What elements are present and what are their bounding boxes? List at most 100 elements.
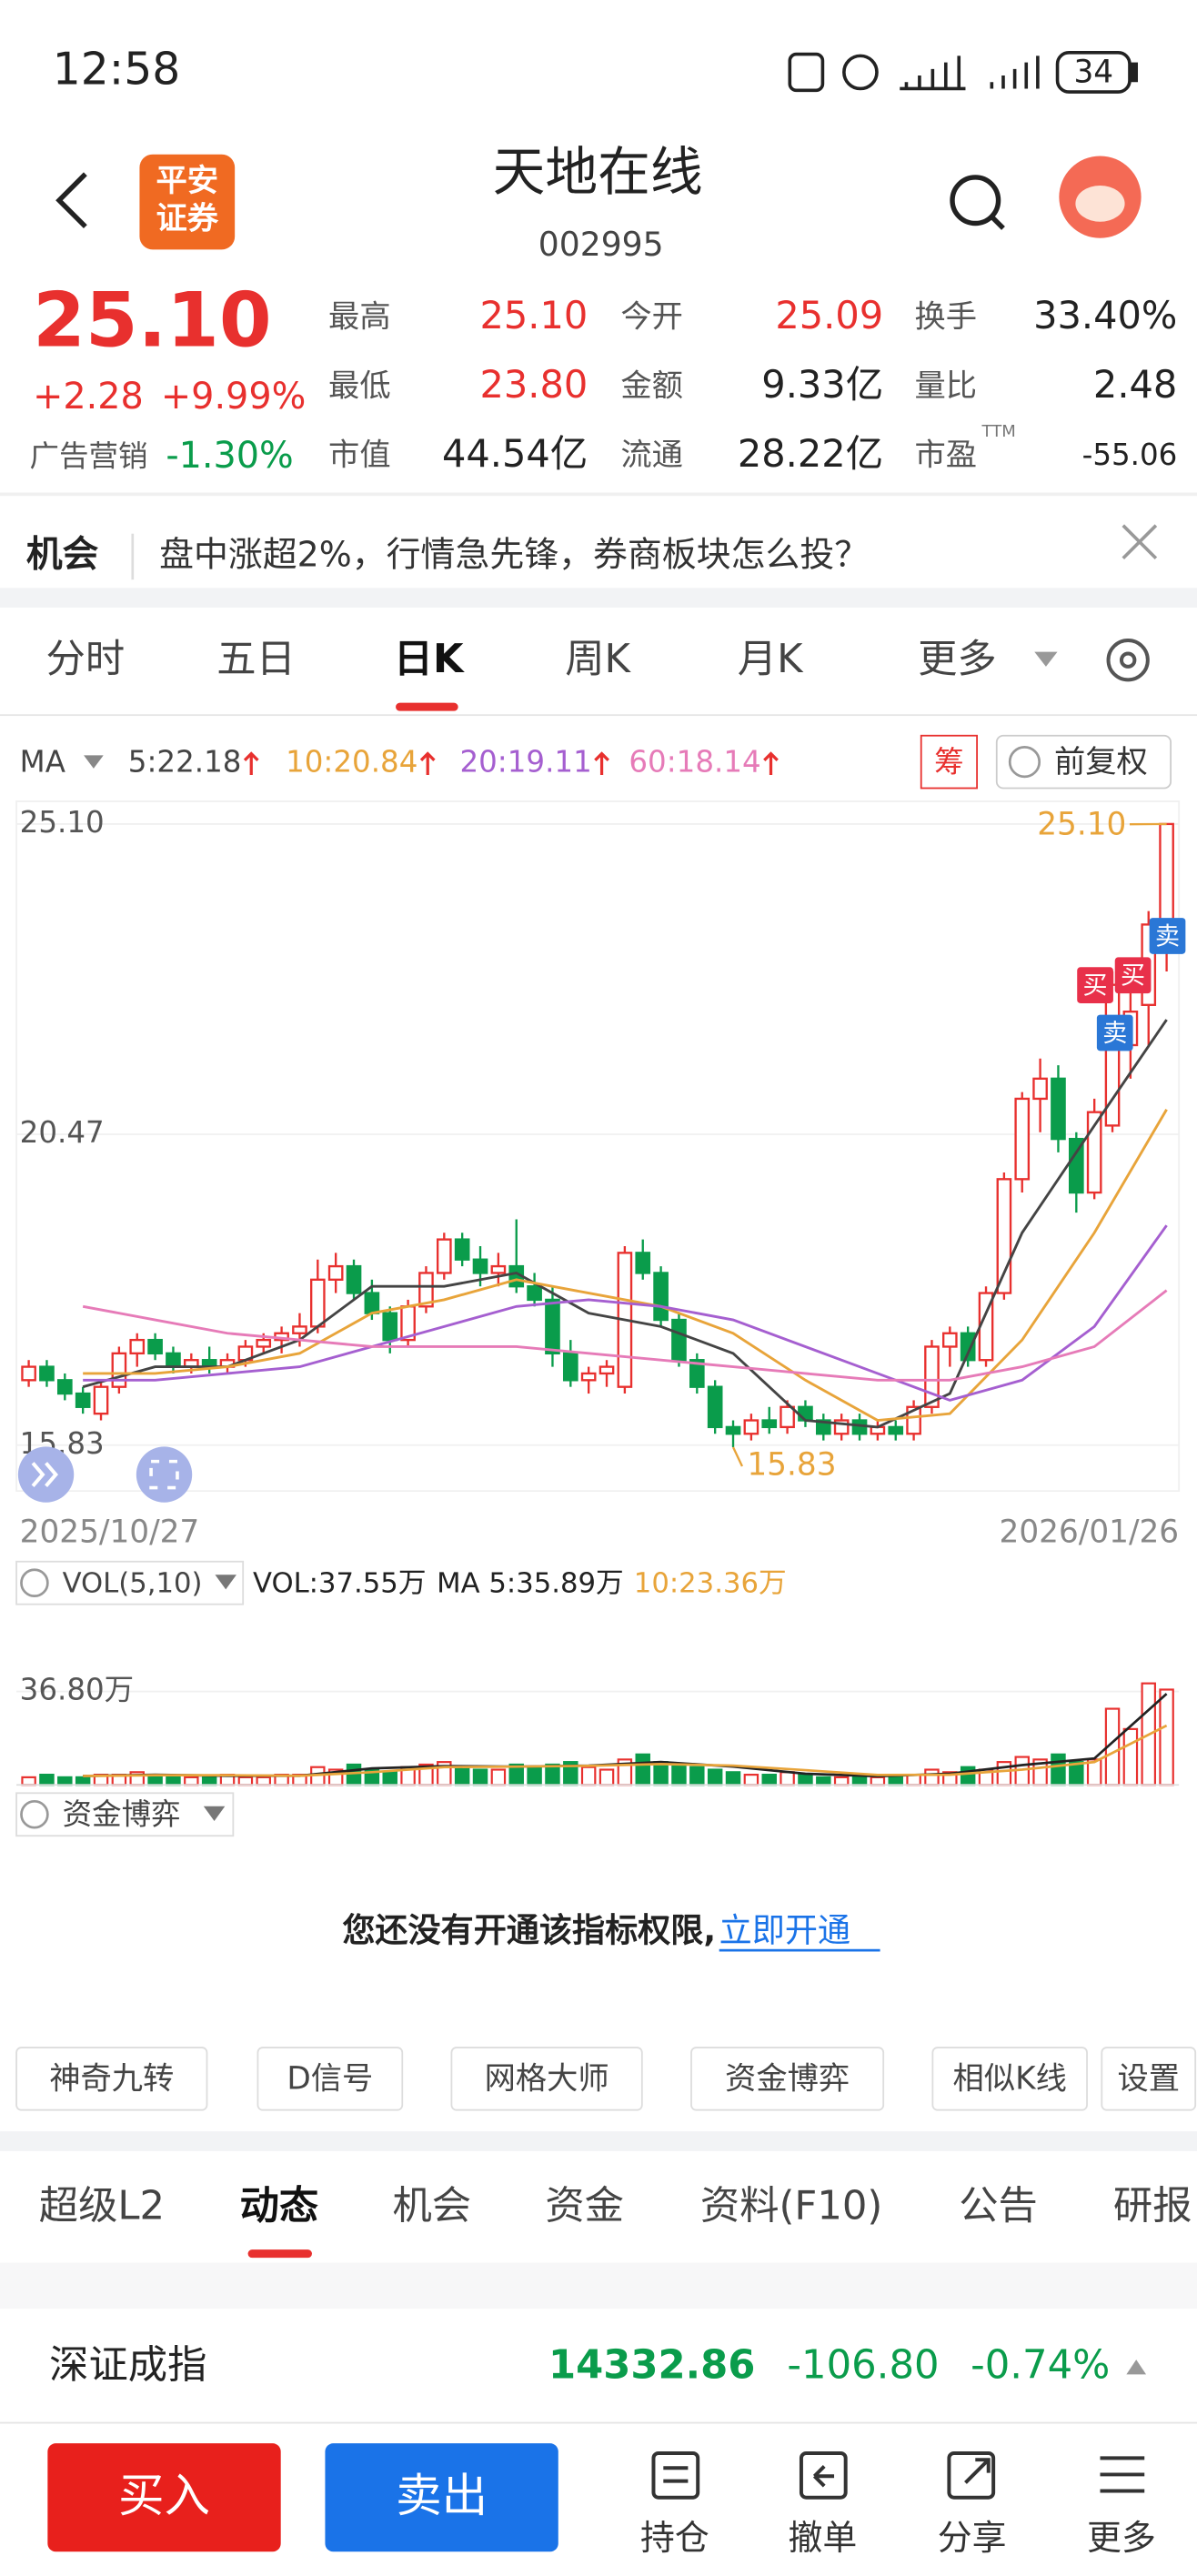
sell-button[interactable] [325, 2443, 558, 2552]
back-button[interactable] [55, 172, 87, 229]
candle-body [292, 1325, 307, 1334]
ma-value: 5:22.18 [128, 744, 242, 779]
divider [0, 714, 1197, 717]
news-text[interactable]: 盘中涨超2%，行情急先锋，券商板块怎么投？ [159, 534, 869, 574]
assistant-avatar[interactable] [1059, 156, 1142, 238]
info-tab[interactable]: 超级L2 [39, 2183, 165, 2229]
candle-body [490, 1264, 507, 1274]
tool-label: 资金博弈 [725, 2061, 850, 2098]
period-tab[interactable]: 月K [738, 637, 804, 682]
volume-bar [346, 1763, 362, 1786]
buy-button[interactable] [47, 2443, 281, 2552]
candle-body [129, 1338, 146, 1355]
candle-body [815, 1419, 831, 1435]
tab-indicator [247, 2249, 312, 2259]
volume-bar [725, 1771, 741, 1786]
action-label[interactable]: 持仓 [640, 2518, 709, 2558]
up-arrow [243, 751, 259, 776]
candle-body [1051, 1077, 1066, 1141]
logo-text: 平安 [156, 163, 219, 199]
sector[interactable]: 广告营销 [29, 439, 147, 474]
trade-marker[interactable] [1077, 967, 1113, 1003]
period-tab[interactable]: 分时 [46, 637, 126, 682]
action-label[interactable]: 撤单 [789, 2518, 858, 2558]
battery: 34 [1073, 55, 1113, 91]
vol-selector[interactable] [15, 1560, 245, 1605]
candle-body [545, 1298, 560, 1355]
y-tick-label: 25.10 [20, 805, 105, 840]
period-tabs: 分时 五日 日K 周K 月K 更多 [46, 637, 997, 682]
candle-body [598, 1365, 615, 1375]
candle-body [798, 1405, 813, 1422]
candle-body [1159, 822, 1174, 926]
candle-body [707, 1385, 723, 1429]
candle-body [761, 1419, 778, 1429]
tool-button[interactable] [690, 2047, 885, 2111]
settings-button[interactable] [1106, 639, 1150, 682]
vol-legend: VOL(5,10) [63, 1568, 203, 1600]
volume-bar [527, 1766, 542, 1786]
info-tab[interactable]: 研报 [1113, 2183, 1192, 2229]
divider [0, 2131, 1197, 2151]
indicator-selector[interactable] [15, 1792, 235, 1837]
trade-marker[interactable] [1096, 1014, 1133, 1052]
tool-buttons: 神奇九转 D信号 网格大师 资金博弈 相似K线 设置 [15, 2047, 1197, 2111]
close-news[interactable] [1122, 524, 1158, 560]
search-button[interactable] [950, 175, 1005, 230]
candle-body [166, 1352, 181, 1368]
adjust-button[interactable] [995, 734, 1172, 790]
stock-code: 002995 [538, 225, 664, 264]
candle-body [93, 1385, 109, 1415]
ma-label[interactable]: MA [20, 744, 65, 779]
tool-button[interactable] [15, 2047, 208, 2111]
price: 25.10 [33, 276, 272, 364]
volume-bar [671, 1763, 687, 1786]
tool-button[interactable] [931, 2047, 1088, 2111]
field-value: 9.33亿 [761, 362, 883, 407]
tool-button[interactable] [450, 2047, 643, 2111]
volume-bar [545, 1763, 560, 1786]
period-tab[interactable]: 日K [394, 637, 465, 682]
candle-body [21, 1365, 36, 1382]
trade-marker[interactable] [1114, 957, 1152, 994]
unlock-link[interactable]: 立即开通 [719, 1911, 850, 1950]
tool-button[interactable] [1101, 2047, 1197, 2111]
info-tab[interactable]: 资金 [545, 2183, 624, 2229]
info-tab[interactable]: 资料(F10) [700, 2183, 882, 2229]
period-tab[interactable]: 更多 [918, 637, 997, 682]
min-label: 15.83 [747, 1447, 836, 1484]
up-arrow [419, 751, 436, 776]
ma-dropdown[interactable] [84, 755, 104, 769]
more-arrow[interactable] [1034, 651, 1058, 667]
period-tab[interactable]: 周K [565, 637, 631, 682]
period-tab[interactable]: 五日 [216, 637, 296, 682]
trade-marker[interactable] [1149, 918, 1186, 954]
divider [0, 492, 1197, 497]
indicator-dropdown[interactable] [203, 1806, 226, 1821]
chips-button[interactable] [920, 734, 979, 790]
date-start: 2025/10/27 [20, 1514, 200, 1551]
index-expand[interactable] [1126, 2360, 1147, 2375]
info-tab[interactable]: 公告 [959, 2183, 1038, 2229]
action-label[interactable]: 更多 [1087, 2518, 1156, 2558]
up-arrow [763, 751, 779, 776]
info-tab[interactable]: 动态 [240, 2183, 319, 2229]
chart-buttons[interactable] [17, 1446, 193, 1503]
volume-chart: 36.80万 [16, 1673, 1180, 1786]
candle-body [653, 1272, 669, 1322]
tool-button[interactable] [256, 2047, 404, 2111]
volume-ma-line [83, 1724, 1168, 1777]
field-label: 量比 [915, 368, 978, 405]
broker-logo[interactable] [139, 154, 236, 250]
field-label: 市盈 [915, 437, 978, 473]
info-tab[interactable]: 机会 [392, 2183, 471, 2229]
trade-marker-text: 卖 [1155, 922, 1180, 951]
ma-line [83, 1108, 1168, 1422]
vol-dropdown[interactable] [215, 1575, 236, 1590]
adjust-text: 前复权 [1054, 744, 1148, 780]
action-label[interactable]: 分享 [938, 2518, 1007, 2558]
candle-body [725, 1425, 741, 1435]
volume-bar [707, 1768, 723, 1786]
